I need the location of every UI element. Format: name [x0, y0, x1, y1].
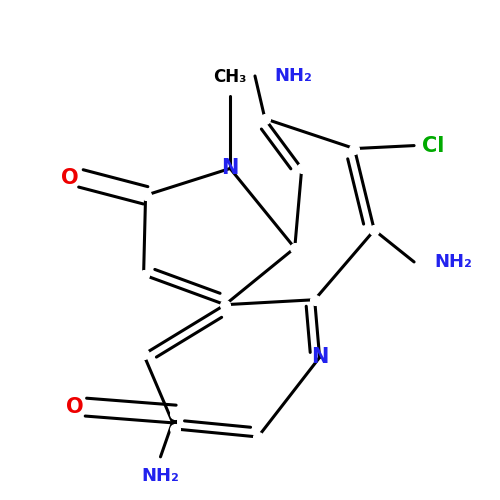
Text: CH₃: CH₃: [214, 68, 247, 86]
Text: NH₂: NH₂: [275, 67, 312, 85]
Text: N: N: [311, 348, 328, 368]
Text: N: N: [222, 158, 239, 178]
Text: Cl: Cl: [422, 136, 444, 156]
Text: O: O: [61, 168, 79, 188]
Text: O: O: [66, 397, 84, 417]
Text: NH₂: NH₂: [142, 467, 180, 485]
Text: NH₂: NH₂: [434, 253, 472, 271]
